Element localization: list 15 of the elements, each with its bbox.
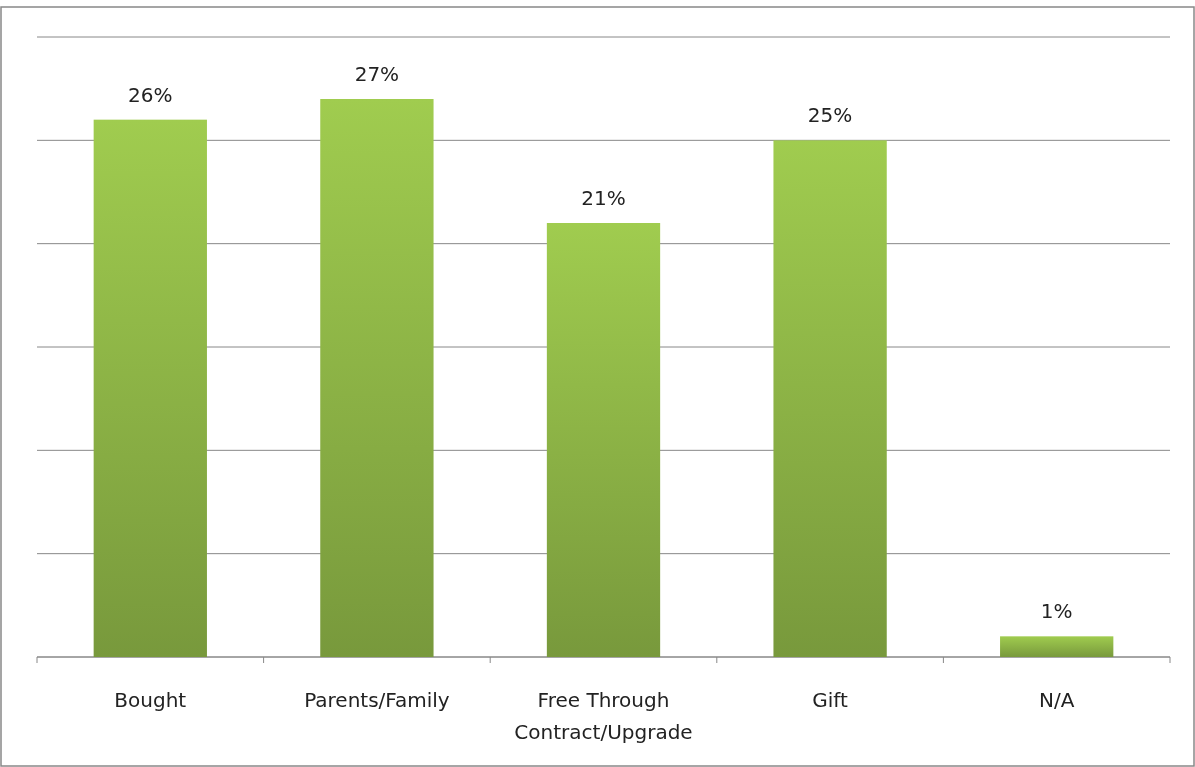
bar: [320, 99, 434, 657]
x-tick-label: N/A: [1039, 688, 1075, 712]
x-tick-label: Parents/Family: [304, 688, 450, 712]
x-tick-label: Gift: [812, 688, 849, 712]
bar: [773, 140, 887, 657]
data-label: 27%: [354, 62, 400, 86]
bar: [1000, 636, 1114, 657]
data-label: 25%: [807, 103, 853, 128]
data-label: 21%: [581, 186, 626, 210]
bar: [546, 223, 661, 657]
x-tick-label: Free Through Contract/Upgrade: [514, 688, 693, 744]
data-label: 26%: [128, 82, 173, 107]
bar: [93, 119, 207, 657]
data-label: 1%: [1040, 599, 1073, 624]
x-tick-label: Bought: [114, 688, 187, 712]
